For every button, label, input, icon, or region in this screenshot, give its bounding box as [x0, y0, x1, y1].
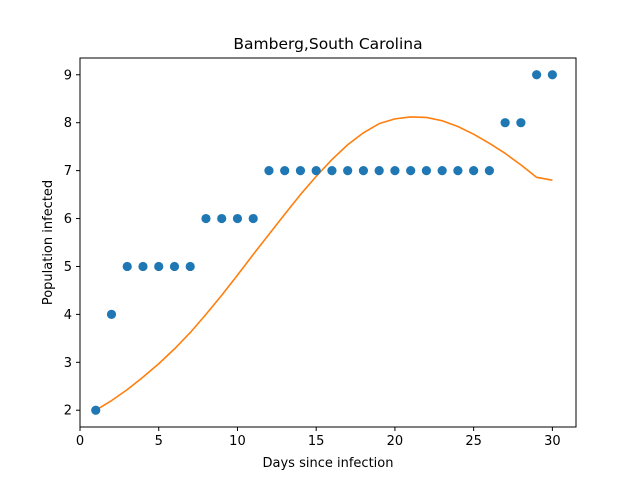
x-tick-label: 20	[387, 434, 404, 449]
y-tick-label: 7	[64, 164, 72, 179]
scatter-point	[248, 213, 258, 224]
scatter-point	[280, 166, 290, 176]
scatter-point	[469, 166, 479, 176]
scatter-point	[154, 261, 164, 272]
scatter-point	[264, 166, 274, 176]
scatter-point	[232, 213, 243, 224]
scatter-point	[516, 118, 526, 128]
y-tick-label: 2	[64, 404, 72, 419]
scatter-point	[185, 261, 195, 272]
scatter-point	[327, 166, 337, 176]
x-tick-label: 10	[229, 434, 246, 449]
y-tick-label: 4	[64, 308, 72, 323]
x-tick-label: 5	[155, 434, 163, 449]
x-axis-label: Days since infection	[263, 456, 394, 471]
chart-title: Bamberg,South Carolina	[233, 35, 422, 53]
scatter-point	[390, 166, 400, 176]
plot-area	[91, 70, 557, 415]
scatter-point	[453, 166, 463, 176]
scatter-point	[138, 261, 148, 272]
scatter-point	[311, 166, 321, 176]
y-tick-label: 9	[64, 68, 72, 83]
y-tick-label: 3	[64, 356, 72, 371]
x-tick-label: 25	[465, 434, 482, 449]
scatter-point	[484, 166, 494, 176]
x-tick-label: 30	[544, 434, 561, 449]
axes-frame	[79, 57, 577, 428]
scatter-point	[201, 213, 211, 224]
scatter-point	[91, 405, 101, 415]
x-tick-label: 0	[76, 434, 84, 449]
scatter-point	[343, 166, 353, 176]
scatter-point	[374, 166, 384, 176]
scatter-point	[437, 166, 447, 176]
y-tick-label: 8	[64, 116, 72, 131]
scatter-point	[358, 166, 369, 176]
scatter-point	[106, 309, 117, 319]
scatter-point	[421, 166, 432, 176]
scatter-point	[217, 213, 227, 224]
series-line-1	[95, 116, 553, 411]
y-tick-label: 5	[64, 260, 72, 275]
scatter-point	[122, 261, 132, 272]
y-tick-label: 6	[64, 212, 72, 227]
scatter-point	[169, 261, 180, 272]
scatter-point	[500, 118, 510, 128]
y-axis: 2 3 4 5 6 7 8 9	[64, 68, 80, 419]
x-axis: 0 5 10 15 20 25 30	[76, 427, 561, 449]
scatter-point	[532, 70, 542, 80]
scatter-point	[406, 166, 416, 176]
scatter-point	[295, 166, 306, 176]
x-tick-label: 15	[308, 434, 325, 449]
y-axis-label: Population infected	[41, 180, 56, 305]
scatter-point	[547, 70, 557, 80]
